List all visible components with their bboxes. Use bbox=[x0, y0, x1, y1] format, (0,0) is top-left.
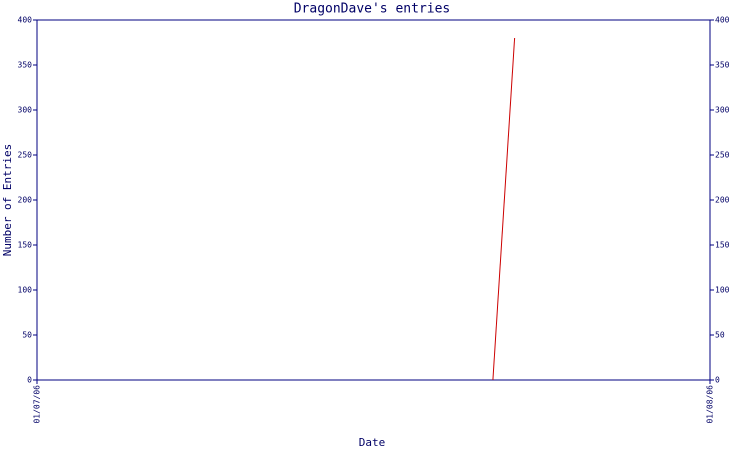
plot-frame bbox=[36, 19, 711, 381]
y-tick-label: 50 bbox=[22, 331, 32, 340]
y-tick-label: 350 bbox=[18, 61, 33, 70]
y2-tick-label: 100 bbox=[715, 286, 730, 295]
y-tick-label: 0 bbox=[27, 376, 32, 385]
x-tick-label: 01/07/06 bbox=[33, 385, 42, 424]
x-tick-label: 01/08/06 bbox=[706, 385, 715, 424]
data-line bbox=[492, 37, 516, 381]
y-tick-label: 400 bbox=[18, 16, 33, 25]
y2-tick-label: 250 bbox=[715, 151, 730, 160]
y-tick-label: 200 bbox=[18, 196, 33, 205]
x-axis-label: Date bbox=[359, 436, 386, 449]
y2-tick-label: 150 bbox=[715, 241, 730, 250]
y-tick-label: 100 bbox=[18, 286, 33, 295]
y2-tick-label: 400 bbox=[715, 16, 730, 25]
y-axis-label: Number of Entries bbox=[1, 144, 14, 257]
y2-tick-label: 300 bbox=[715, 106, 730, 115]
chart-title: DragonDave's entries bbox=[294, 2, 451, 17]
y2-tick-label: 200 bbox=[715, 196, 730, 205]
y2-tick-label: 0 bbox=[715, 376, 720, 385]
y-tick-label: 300 bbox=[18, 106, 33, 115]
y2-tick-label: 50 bbox=[715, 331, 725, 340]
y-tick-label: 250 bbox=[18, 151, 33, 160]
y2-tick-label: 350 bbox=[715, 61, 730, 70]
y-tick-label: 150 bbox=[18, 241, 33, 250]
